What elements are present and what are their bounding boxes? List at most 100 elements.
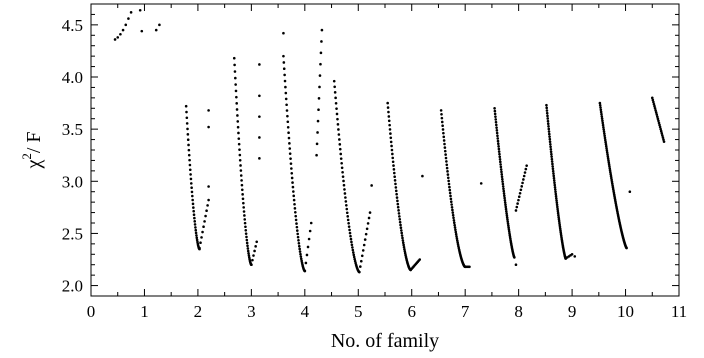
y-tick-label: 2.0: [62, 277, 83, 296]
data-point: [319, 62, 322, 66]
data-point: [338, 138, 341, 141]
data-point: [659, 129, 663, 133]
data-point: [345, 207, 349, 211]
data-point: [335, 112, 339, 116]
data-point: [573, 255, 577, 258]
data-point: [320, 40, 323, 43]
data-point: [495, 131, 499, 135]
data-point: [308, 229, 312, 233]
data-point: [653, 106, 657, 110]
data-point: [235, 102, 239, 105]
data-point: [295, 229, 299, 232]
data-point: [555, 197, 558, 200]
data-point: [193, 220, 197, 223]
data-point: [655, 113, 659, 116]
data-point: [556, 211, 560, 215]
data-point: [608, 169, 612, 172]
data-point: [127, 17, 130, 20]
data-point: [605, 149, 609, 152]
data-point: [207, 185, 210, 188]
data-point: [255, 240, 259, 244]
data-point: [282, 31, 285, 35]
data-point: [345, 203, 348, 207]
data-point: [450, 203, 453, 206]
x-tick-label: 0: [87, 302, 96, 321]
data-point: [657, 121, 661, 125]
data-point: [396, 205, 400, 209]
data-point: [333, 91, 337, 94]
data-point: [258, 136, 261, 139]
data-point: [497, 147, 501, 151]
data-point: [334, 96, 337, 100]
data-point: [193, 216, 196, 220]
data-point: [138, 8, 142, 12]
data-point: [391, 156, 395, 160]
data-point: [548, 135, 551, 138]
data-point: [552, 179, 556, 182]
data-point: [448, 185, 451, 189]
data-point: [207, 198, 210, 202]
data-point: [298, 250, 302, 253]
data-point: [317, 108, 320, 112]
data-point: [351, 246, 354, 249]
data-point: [402, 243, 405, 247]
data-point: [552, 174, 556, 178]
data-point: [297, 244, 301, 248]
data-point: [116, 36, 120, 39]
data-point: [352, 255, 356, 259]
data-point: [237, 131, 240, 135]
data-point: [207, 109, 210, 112]
data-point: [317, 97, 321, 100]
data-point: [556, 205, 559, 209]
data-point: [194, 231, 198, 235]
data-point: [286, 114, 289, 118]
data-point: [555, 203, 559, 207]
data-point: [549, 142, 552, 146]
data-point: [332, 79, 336, 83]
data-point: [546, 119, 550, 123]
data-point: [553, 181, 556, 185]
data-point: [546, 122, 550, 126]
data-point: [187, 148, 191, 152]
data-point: [603, 138, 607, 142]
data-point: [506, 218, 509, 221]
data-point: [187, 143, 190, 147]
data-point: [237, 142, 241, 146]
y-tick-label: 4.5: [62, 16, 83, 35]
data-point: [545, 103, 548, 107]
data-point: [545, 109, 549, 112]
data-point: [505, 209, 508, 213]
data-point: [658, 123, 661, 127]
data-point: [391, 152, 394, 156]
data-point: [124, 23, 128, 27]
data-point: [455, 239, 459, 242]
data-point: [401, 241, 405, 245]
data-point: [451, 211, 455, 214]
data-point: [395, 192, 398, 196]
data-point: [293, 202, 296, 206]
data-point: [499, 168, 503, 171]
data-point: [468, 265, 471, 269]
data-point: [545, 106, 548, 110]
data-point: [557, 219, 561, 223]
data-point: [504, 207, 508, 211]
data-point: [353, 257, 356, 261]
data-point: [651, 98, 655, 102]
data-point: [599, 106, 602, 109]
data-point: [401, 236, 404, 240]
data-point: [514, 263, 518, 267]
data-point: [443, 149, 447, 153]
data-point: [300, 259, 303, 263]
data-point: [558, 221, 561, 225]
data-point: [513, 256, 516, 259]
data-point: [660, 132, 664, 135]
data-point: [341, 170, 344, 174]
data-point: [340, 161, 343, 165]
data-point: [550, 152, 553, 156]
data-point: [447, 179, 450, 183]
data-point: [232, 56, 236, 60]
data-point: [501, 180, 504, 183]
data-point: [244, 232, 248, 235]
x-tick-label: 1: [140, 302, 149, 321]
data-point: [359, 259, 363, 263]
